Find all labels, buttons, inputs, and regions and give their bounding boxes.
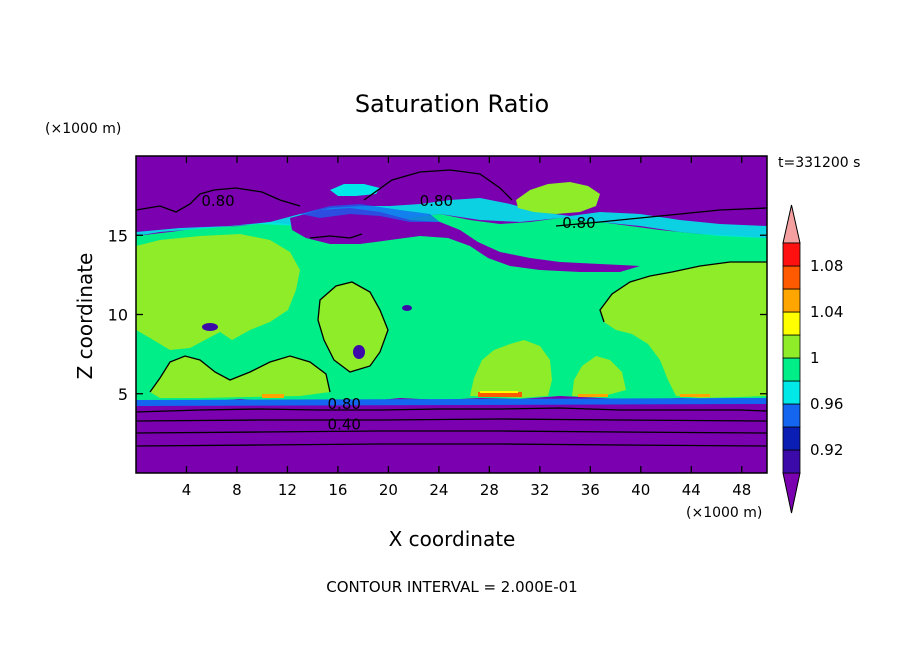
field-dry-patch	[353, 345, 365, 359]
colorbar-top-triangle	[782, 204, 801, 244]
x-axis-title: X coordinate	[389, 527, 516, 551]
plot-area: 0.80 0.80 0.80 0.80 0.40	[136, 156, 767, 473]
colorbar-swatch	[782, 242, 801, 267]
colorbar-tick-label: 0.96	[810, 395, 843, 413]
field-supersat-right-low	[572, 356, 626, 397]
contour-interval-footer: CONTOUR INTERVAL = 2.000E-01	[326, 578, 577, 596]
contour-080-upper-mid	[363, 169, 513, 201]
field-cloud-patch-upper	[516, 182, 600, 214]
colorbar-swatch	[782, 334, 801, 359]
x-tick-label: 4	[182, 481, 192, 499]
z-axis: 5 10 15	[108, 226, 767, 404]
x-tick-label: 16	[328, 481, 347, 499]
x-tick-label: 40	[631, 481, 650, 499]
contour-060-lower	[136, 418, 767, 422]
field-supersat-lower-left	[150, 356, 330, 398]
contour-label: 0.80	[562, 214, 595, 232]
field-cloud-patch-small	[330, 184, 380, 196]
x-tick-label: 32	[530, 481, 549, 499]
contour-saturated-center	[317, 281, 389, 373]
field-hotspot	[578, 394, 608, 397]
x-axis: 4 8 12 16 20 24 28 32 36 40 44 48	[182, 156, 751, 499]
field-dry-intrusion	[290, 208, 640, 272]
contour-040-lower	[136, 430, 767, 434]
x-tick-label: 8	[232, 481, 242, 499]
field-hotspot	[478, 392, 522, 397]
colorbar-swatch	[782, 449, 801, 474]
x-tick-label: 24	[429, 481, 448, 499]
x-tick-label: 36	[581, 481, 600, 499]
time-label: t=331200 s	[778, 155, 860, 171]
contour-label: 0.40	[328, 415, 361, 433]
contour-label: 0.80	[420, 192, 453, 210]
field-supersat-left	[136, 234, 300, 350]
colorbar-tick-label: 1.08	[810, 257, 843, 275]
x-unit-label: (×1000 m)	[686, 505, 762, 521]
x-tick-label: 28	[480, 481, 499, 499]
contour-label: 0.80	[201, 192, 234, 210]
contour-lines	[136, 169, 767, 447]
colorbar: 0.92 0.96 1 1.04 1.08	[782, 204, 843, 514]
contour-inner-dry	[309, 233, 363, 239]
x-tick-label: 20	[379, 481, 398, 499]
contour-080-lower	[136, 407, 767, 413]
colorbar-bottom-triangle	[782, 472, 801, 514]
z-unit-label: (×1000 m)	[45, 121, 121, 137]
contour-080-upper-right	[555, 207, 767, 227]
field-hotspot	[262, 394, 284, 398]
field-cloud-base-edge	[136, 398, 767, 406]
colorbar-swatch	[782, 288, 801, 313]
colorbar-swatch	[782, 380, 801, 405]
y-axis-title: Z coordinate	[73, 253, 97, 380]
field-hotspot	[680, 394, 710, 397]
x-tick-label: 12	[278, 481, 297, 499]
contour-020-lower	[136, 443, 767, 447]
contour-080-upper	[136, 187, 301, 213]
field-dry-patch	[402, 305, 412, 311]
contour-label: 0.80	[328, 395, 361, 413]
colorbar-tick-label: 0.92	[810, 441, 843, 459]
colorbar-swatch	[782, 403, 801, 428]
field-supersat-center	[318, 282, 388, 372]
field-hotspot	[480, 391, 518, 393]
contour-labels: 0.80 0.80 0.80 0.80 0.40	[201, 192, 595, 433]
field-dry-patch	[202, 323, 218, 331]
chart-title: Saturation Ratio	[355, 90, 549, 118]
z-tick-label: 5	[118, 385, 128, 404]
z-tick-label: 10	[108, 306, 128, 325]
colorbar-swatch	[782, 311, 801, 336]
field-supersat-right	[600, 262, 767, 398]
colorbar-tick-label: 1	[810, 349, 820, 367]
colorbar-tick-label: 1.04	[810, 303, 843, 321]
colorbar-swatch	[782, 265, 801, 290]
colorbar-swatch	[782, 426, 801, 451]
field-supersat-mid	[470, 340, 552, 398]
contour-saturated-left	[149, 355, 331, 393]
x-tick-label: 44	[682, 481, 701, 499]
colorbar-swatch	[782, 357, 801, 382]
field-dry-intrusion-blue	[300, 204, 440, 222]
z-tick-label: 15	[108, 226, 128, 245]
x-tick-label: 48	[732, 481, 751, 499]
contour-saturated-right	[599, 261, 767, 323]
